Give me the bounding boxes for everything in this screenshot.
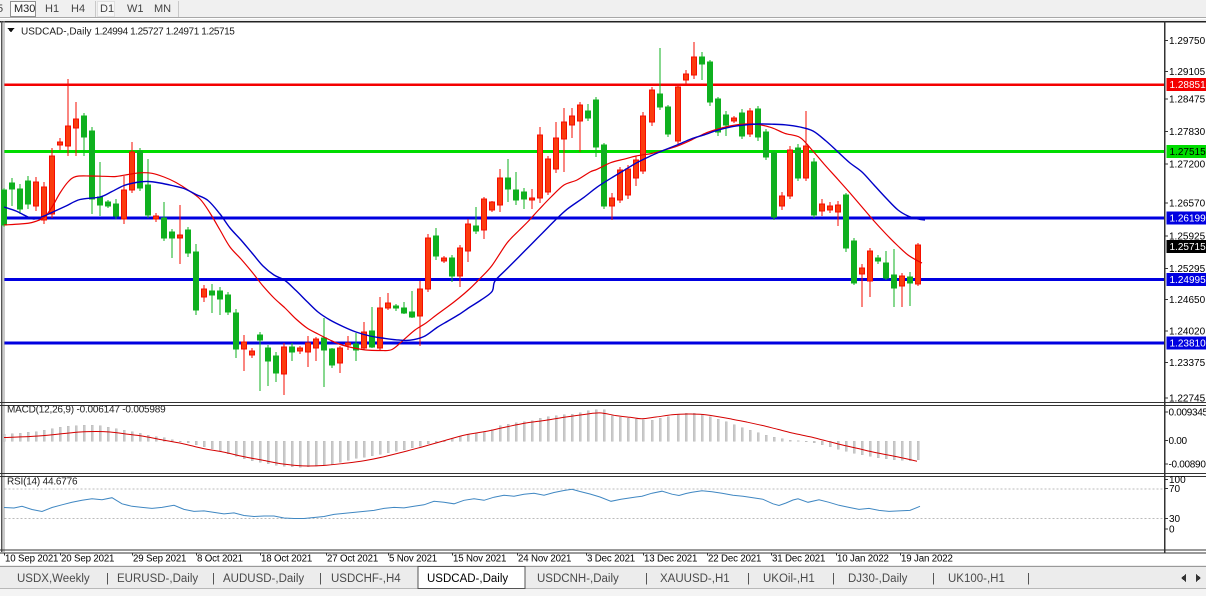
svg-text:H4: H4	[71, 3, 85, 15]
svg-text:RSI(14) 44.6776: RSI(14) 44.6776	[7, 477, 78, 488]
svg-text:|: |	[106, 573, 109, 585]
svg-text:1.24995: 1.24995	[1170, 275, 1206, 286]
svg-text:|: |	[212, 573, 215, 585]
svg-text:1.24650: 1.24650	[1169, 295, 1206, 306]
svg-text:AUDUSD-,Daily: AUDUSD-,Daily	[223, 573, 304, 585]
svg-text:USDCHF-,H4: USDCHF-,H4	[331, 573, 401, 585]
svg-text:USDX,Weekly: USDX,Weekly	[17, 573, 90, 585]
svg-text:H1: H1	[45, 3, 59, 15]
svg-text:D1: D1	[100, 3, 114, 15]
svg-text:31 Dec 2021: 31 Dec 2021	[772, 554, 825, 565]
svg-text:1.24994 1.25727 1.24971 1.2571: 1.24994 1.25727 1.24971 1.25715	[95, 27, 236, 38]
svg-text:USDCAD-,Daily: USDCAD-,Daily	[21, 27, 92, 38]
svg-text:1.27200: 1.27200	[1169, 159, 1206, 170]
svg-text:8 Oct 2021: 8 Oct 2021	[197, 554, 243, 565]
svg-text:XAUUSD-,H1: XAUUSD-,H1	[660, 573, 730, 585]
svg-text:1.26199: 1.26199	[1170, 214, 1206, 225]
svg-text:1.29750: 1.29750	[1169, 36, 1206, 47]
svg-text:1.24020: 1.24020	[1169, 327, 1206, 338]
svg-text:W1: W1	[127, 3, 144, 15]
svg-text:1.22745: 1.22745	[1169, 394, 1206, 405]
svg-text:0.009345: 0.009345	[1169, 408, 1206, 419]
svg-text:1.26570: 1.26570	[1169, 199, 1206, 210]
svg-text:70: 70	[1169, 484, 1181, 495]
svg-text:MACD(12,26,9) -0.006147 -0.005: MACD(12,26,9) -0.006147 -0.005989	[7, 405, 166, 416]
svg-text:1.25295: 1.25295	[1169, 264, 1206, 275]
svg-text:|: |	[747, 573, 750, 585]
svg-text:15 Nov 2021: 15 Nov 2021	[453, 554, 506, 565]
svg-text:|: |	[645, 573, 648, 585]
svg-text:1.28851: 1.28851	[1170, 80, 1206, 91]
svg-text:100: 100	[1169, 475, 1186, 486]
svg-text:USDCNH-,Daily: USDCNH-,Daily	[537, 573, 619, 585]
svg-text:5: 5	[0, 3, 3, 15]
svg-text:3 Dec 2021: 3 Dec 2021	[587, 554, 635, 565]
svg-text:DJ30-,Daily: DJ30-,Daily	[848, 573, 908, 585]
svg-text:MN: MN	[154, 3, 171, 15]
svg-text:|: |	[1027, 573, 1030, 585]
svg-text:1.25925: 1.25925	[1169, 232, 1206, 243]
svg-text:|: |	[319, 573, 322, 585]
svg-text:1.29105: 1.29105	[1169, 67, 1206, 78]
svg-text:5 Nov 2021: 5 Nov 2021	[389, 554, 437, 565]
svg-text:10 Jan 2022: 10 Jan 2022	[837, 554, 889, 565]
svg-text:UKOil-,H1: UKOil-,H1	[763, 573, 815, 585]
svg-text:13 Dec 2021: 13 Dec 2021	[644, 554, 697, 565]
svg-text:1.23810: 1.23810	[1170, 339, 1206, 350]
svg-text:0.00: 0.00	[1169, 436, 1188, 447]
svg-text:24 Nov 2021: 24 Nov 2021	[518, 554, 571, 565]
svg-text:27 Oct 2021: 27 Oct 2021	[327, 554, 378, 565]
svg-text:|: |	[832, 573, 835, 585]
svg-text:USDCAD-,Daily: USDCAD-,Daily	[427, 573, 508, 585]
svg-text:1.25715: 1.25715	[1170, 242, 1206, 253]
svg-text:1.27830: 1.27830	[1169, 127, 1206, 138]
svg-text:10 Sep 2021: 10 Sep 2021	[5, 554, 58, 565]
svg-text:18 Oct 2021: 18 Oct 2021	[261, 554, 312, 565]
svg-text:29 Sep 2021: 29 Sep 2021	[133, 554, 186, 565]
svg-text:-0.00890: -0.00890	[1169, 460, 1206, 471]
svg-text:19 Jan 2022: 19 Jan 2022	[901, 554, 953, 565]
svg-text:20 Sep 2021: 20 Sep 2021	[61, 554, 114, 565]
svg-text:EURUSD-,Daily: EURUSD-,Daily	[117, 573, 198, 585]
svg-text:UK100-,H1: UK100-,H1	[948, 573, 1005, 585]
svg-text:1.23375: 1.23375	[1169, 358, 1206, 369]
svg-text:22 Dec 2021: 22 Dec 2021	[708, 554, 761, 565]
svg-text:30: 30	[1169, 514, 1181, 525]
svg-text:|: |	[932, 573, 935, 585]
svg-text:0: 0	[1169, 525, 1175, 536]
svg-text:M30: M30	[14, 3, 35, 15]
svg-text:1.27515: 1.27515	[1170, 147, 1206, 158]
svg-text:1.28475: 1.28475	[1169, 95, 1206, 106]
